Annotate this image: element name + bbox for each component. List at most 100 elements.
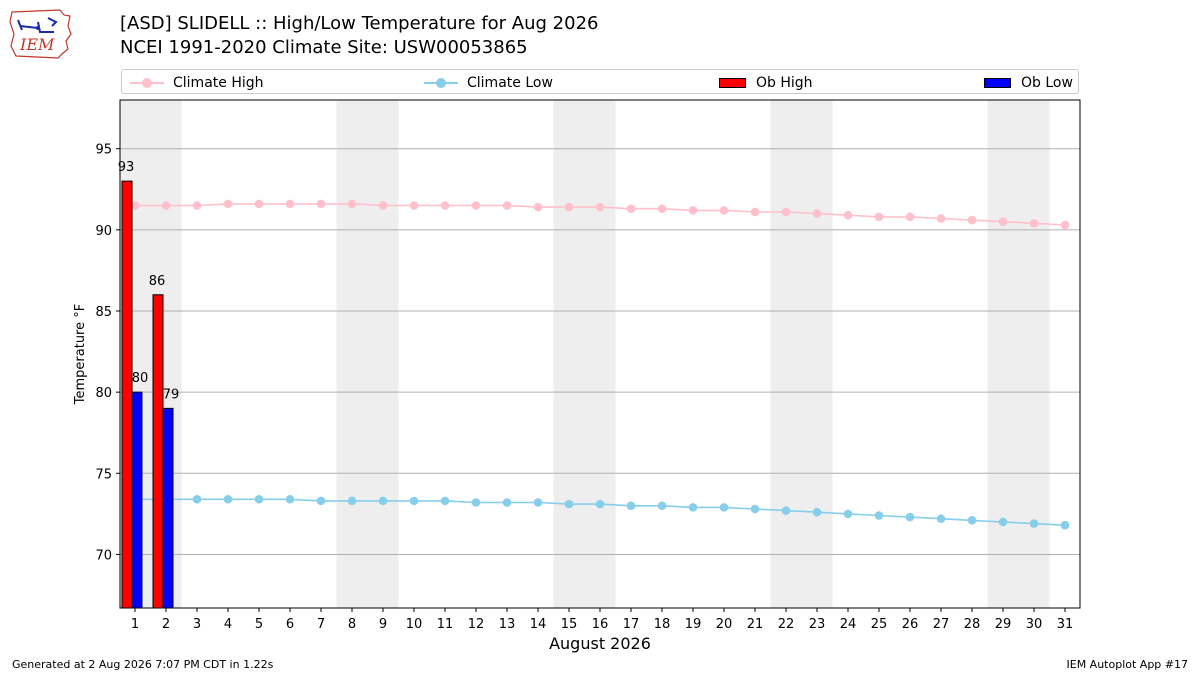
x-tick-label-20: 20 (716, 617, 733, 632)
chart-subtitle: NCEI 1991-2020 Climate Site: USW00053865 (120, 37, 528, 58)
x-tick-label-16: 16 (592, 617, 609, 632)
climate-high-point-2 (161, 201, 171, 210)
climate-high-point-16 (595, 202, 605, 212)
x-tick-label-4: 4 (224, 617, 232, 632)
climate-low-point-29 (998, 517, 1008, 527)
climate-high-point-27 (936, 214, 946, 223)
climate-high-point-31 (1060, 220, 1070, 230)
climate-low-point-3 (192, 494, 202, 504)
x-tick-label-23: 23 (809, 617, 826, 632)
x-tick-label-3: 3 (193, 617, 201, 632)
legend-ob-low-label: Ob Low (1021, 74, 1073, 91)
climate-high-point-28 (967, 215, 977, 225)
x-tick-label-11: 11 (437, 617, 454, 632)
x-axis-label: August 2026 (549, 634, 651, 653)
climate-low-point-14 (533, 498, 543, 507)
climate-low-point-15 (564, 499, 574, 509)
climate-low-legend-icon (424, 77, 458, 89)
x-tick-label-24: 24 (840, 617, 857, 632)
climate-high-point-20 (719, 206, 729, 215)
climate-high-point-12 (471, 201, 481, 210)
climate-high-point-9 (378, 201, 388, 210)
climate-low-point-18 (657, 501, 667, 511)
x-tick-label-27: 27 (933, 617, 950, 632)
ob-high-value-label-2: 86 (149, 274, 166, 289)
climate-high-point-21 (750, 207, 760, 217)
climate-high-point-1 (130, 201, 140, 210)
gridlines (120, 148, 1080, 555)
x-tick-label-10: 10 (406, 617, 423, 632)
y-tick-label-90: 90 (95, 224, 112, 239)
legend-climate-high: Climate High (130, 70, 264, 95)
x-tick-label-30: 30 (1026, 617, 1043, 632)
y-tick-label-75: 75 (95, 467, 112, 482)
x-tick-label-28: 28 (964, 617, 981, 632)
climate-low-point-22 (781, 506, 791, 515)
x-tick-label-19: 19 (685, 617, 702, 632)
x-tick-label-29: 29 (995, 617, 1012, 632)
climate-low-point-16 (595, 499, 605, 509)
x-tick-label-26: 26 (902, 617, 919, 632)
climate-low-point-30 (1029, 519, 1039, 528)
climate-low-point-25 (874, 511, 884, 520)
climate-low-point-9 (378, 496, 388, 506)
legend-ob-low: Ob Low (984, 70, 1073, 95)
ob-low-value-label-1: 80 (132, 371, 149, 386)
climate-low-point-7 (316, 496, 326, 506)
x-tick-label-18: 18 (654, 617, 671, 632)
climate-low-point-21 (750, 504, 760, 514)
x-tick-label-6: 6 (286, 617, 294, 632)
y-tick-label-70: 70 (95, 548, 112, 563)
x-tick-label-13: 13 (499, 617, 516, 632)
climate-high-point-26 (905, 212, 915, 222)
ob-high-bar-1 (121, 180, 133, 609)
climate-low-point-17 (626, 501, 636, 511)
weekend-band-3 (553, 100, 616, 608)
x-tick-label-25: 25 (871, 617, 888, 632)
climate-high-point-30 (1029, 219, 1039, 228)
climate-low-point-26 (905, 512, 915, 522)
legend-ob-high: Ob High (719, 70, 813, 95)
x-tick-label-2: 2 (162, 617, 170, 632)
climate-high-point-18 (657, 204, 667, 214)
climate-high-point-7 (316, 199, 326, 209)
climate-low-point-31 (1060, 520, 1070, 530)
climate-high-point-14 (533, 202, 543, 212)
climate-low-point-10 (409, 496, 419, 506)
x-tick-label-9: 9 (379, 617, 387, 632)
generated-note: Generated at 2 Aug 2026 7:07 PM CDT in 1… (12, 658, 274, 671)
climate-high-point-22 (781, 207, 791, 217)
y-tick-label-85: 85 (95, 305, 112, 320)
x-tick-label-5: 5 (255, 617, 263, 632)
x-tick-label-21: 21 (747, 617, 764, 632)
ob-high-value-label-1: 93 (118, 160, 135, 175)
legend-climate-low-label: Climate Low (467, 74, 553, 91)
app-note: IEM Autoplot App #17 (1066, 658, 1189, 671)
weekend-bands (120, 100, 1050, 608)
y-tick-label-95: 95 (95, 143, 112, 158)
climate-lines (130, 199, 1070, 530)
x-tick-label-22: 22 (778, 617, 795, 632)
climate-high-point-3 (192, 201, 202, 210)
climate-low-point-27 (936, 514, 946, 524)
x-tick-label-7: 7 (317, 617, 325, 632)
climate-low-point-20 (719, 503, 729, 512)
ob-high-legend-icon (719, 77, 746, 88)
climate-low-point-24 (843, 509, 853, 519)
climate-high-point-23 (812, 209, 822, 218)
legend-climate-high-label: Climate High (173, 74, 264, 91)
logo-text: IEM (19, 35, 55, 54)
y-axis-label: Temperature °F (73, 304, 88, 405)
climate-high-point-17 (626, 204, 636, 214)
x-tick-label-15: 15 (561, 617, 578, 632)
climate-low-point-28 (967, 516, 977, 525)
climate-low-point-23 (812, 507, 822, 517)
climate-high-point-13 (502, 201, 512, 210)
climate-high-point-15 (564, 202, 574, 212)
climate-high-point-4 (223, 199, 233, 209)
legend-ob-high-label: Ob High (756, 74, 813, 91)
x-tick-label-14: 14 (530, 617, 547, 632)
ob-low-bar-2 (162, 407, 174, 609)
climate-high-point-8 (347, 199, 357, 209)
